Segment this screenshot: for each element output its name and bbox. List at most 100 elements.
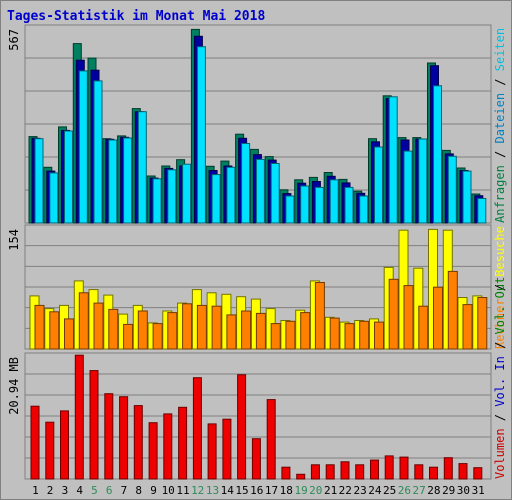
bar-seiten-day-2 bbox=[49, 172, 59, 224]
day-label-31: 31 bbox=[472, 484, 485, 497]
bar-volumen-day-1 bbox=[30, 405, 40, 480]
bar-volumen-day-13 bbox=[207, 423, 217, 480]
bar-volumen-day-21 bbox=[325, 464, 335, 480]
bar-volumen-day-22 bbox=[340, 461, 350, 480]
day-label-15: 15 bbox=[235, 484, 248, 497]
bar-rechner-day-24 bbox=[374, 321, 384, 350]
legend-bottom-part-2: Vol. In bbox=[493, 356, 507, 407]
bar-volumen-day-30 bbox=[458, 463, 468, 480]
bar-seiten-day-30 bbox=[462, 170, 472, 224]
bar-seiten-day-17 bbox=[270, 163, 280, 224]
day-label-21: 21 bbox=[324, 484, 337, 497]
day-label-23: 23 bbox=[353, 484, 366, 497]
legend-middle-part-0: Rechner bbox=[493, 298, 507, 349]
bar-rechner-day-9 bbox=[152, 323, 163, 350]
day-label-20: 20 bbox=[309, 484, 322, 497]
bar-seiten-day-31 bbox=[477, 198, 487, 224]
bar-rechner-day-18 bbox=[285, 320, 296, 350]
day-label-4: 4 bbox=[76, 484, 83, 497]
bar-seiten-day-15 bbox=[241, 143, 251, 224]
bar-seiten-day-20 bbox=[314, 186, 324, 224]
bar-rechner-day-17 bbox=[270, 323, 281, 350]
legend-bottom-part-3: / bbox=[493, 334, 507, 356]
bar-seiten-day-25 bbox=[388, 96, 398, 224]
legend-bottom-part-4: Vol. Out bbox=[493, 277, 507, 335]
bar-volumen-day-16 bbox=[251, 438, 261, 480]
bar-volumen-day-10 bbox=[163, 413, 173, 480]
day-label-7: 7 bbox=[121, 484, 128, 497]
day-label-2: 2 bbox=[47, 484, 54, 497]
bar-seiten-day-27 bbox=[418, 138, 428, 224]
bar-seiten-day-3 bbox=[64, 130, 73, 224]
bar-rechner-day-30 bbox=[462, 304, 473, 350]
day-label-16: 16 bbox=[250, 484, 263, 497]
bar-volumen-day-20 bbox=[310, 464, 320, 480]
bar-rechner-day-22 bbox=[344, 323, 355, 350]
bar-seiten-day-23 bbox=[359, 195, 369, 224]
bar-volumen-day-3 bbox=[60, 410, 69, 480]
bar-seiten-day-13 bbox=[211, 174, 221, 224]
chart-title: Tages-Statistik im Monat Mai 2018 bbox=[7, 9, 266, 24]
bar-rechner-day-25 bbox=[388, 278, 399, 350]
bar-rechner-day-29 bbox=[447, 270, 458, 350]
bar-seiten-day-22 bbox=[344, 186, 354, 224]
bar-volumen-day-11 bbox=[178, 406, 188, 480]
bar-volumen-day-14 bbox=[222, 418, 232, 480]
bar-seiten-day-29 bbox=[447, 155, 457, 224]
bar-volumen-day-24 bbox=[370, 459, 379, 480]
day-label-30: 30 bbox=[457, 484, 470, 497]
bar-rechner-day-21 bbox=[329, 317, 340, 350]
bar-rechner-day-3 bbox=[64, 318, 74, 350]
legend-top-part-3: / bbox=[493, 71, 507, 93]
legend-middle: Rechner / Besuche bbox=[493, 226, 507, 349]
legend-bottom: Volumen / Vol. In / Vol. Out bbox=[493, 277, 507, 479]
bar-rechner-day-8 bbox=[137, 310, 148, 350]
bar-seiten-day-4 bbox=[78, 70, 88, 224]
bar-seiten-day-1 bbox=[34, 138, 44, 224]
day-label-10: 10 bbox=[162, 484, 175, 497]
bar-volumen-day-17 bbox=[266, 399, 276, 480]
bar-seiten-day-12 bbox=[196, 46, 206, 224]
legend-middle-part-1: / bbox=[493, 277, 507, 299]
bar-rechner-day-27 bbox=[418, 305, 429, 350]
day-label-12: 12 bbox=[191, 484, 204, 497]
bar-rechner-day-6 bbox=[108, 308, 119, 350]
ymax-label-top: 567 bbox=[7, 29, 21, 51]
bar-seiten-day-10 bbox=[167, 169, 177, 224]
legend-top-part-1: / bbox=[493, 144, 507, 166]
bar-volumen-day-27 bbox=[414, 464, 424, 480]
bar-seiten-day-5 bbox=[93, 80, 103, 224]
bar-volumen-day-6 bbox=[104, 393, 114, 480]
bar-seiten-day-8 bbox=[137, 111, 147, 224]
bar-volumen-day-31 bbox=[473, 467, 483, 480]
day-label-22: 22 bbox=[339, 484, 352, 497]
legend-top-part-2: Dateien bbox=[493, 93, 507, 144]
day-label-1: 1 bbox=[32, 484, 39, 497]
day-label-24: 24 bbox=[368, 484, 382, 497]
bar-rechner-day-7 bbox=[123, 323, 134, 350]
legend-top-part-0: Anfragen bbox=[493, 165, 507, 223]
day-label-9: 9 bbox=[150, 484, 157, 497]
bar-seiten-day-19 bbox=[300, 185, 310, 224]
day-label-26: 26 bbox=[398, 484, 411, 497]
bar-seiten-day-21 bbox=[329, 179, 339, 224]
day-label-18: 18 bbox=[280, 484, 293, 497]
day-label-17: 17 bbox=[265, 484, 278, 497]
bar-seiten-day-24 bbox=[374, 146, 383, 224]
bar-seiten-day-14 bbox=[226, 166, 236, 224]
bar-volumen-day-28 bbox=[429, 466, 438, 480]
day-label-29: 29 bbox=[442, 484, 455, 497]
bar-volumen-day-23 bbox=[355, 464, 365, 480]
bar-rechner-day-12 bbox=[196, 304, 207, 350]
bar-seiten-day-6 bbox=[108, 139, 118, 224]
bar-seiten-day-16 bbox=[255, 158, 265, 224]
ymax-label-bottom: 20.94 MB bbox=[7, 357, 21, 415]
bar-rechner-day-15 bbox=[241, 310, 252, 350]
bar-seiten-day-18 bbox=[285, 195, 295, 224]
bar-rechner-day-10 bbox=[167, 312, 178, 350]
bar-seiten-day-26 bbox=[403, 150, 413, 224]
bar-rechner-day-13 bbox=[211, 305, 222, 350]
bar-volumen-day-9 bbox=[148, 422, 158, 480]
